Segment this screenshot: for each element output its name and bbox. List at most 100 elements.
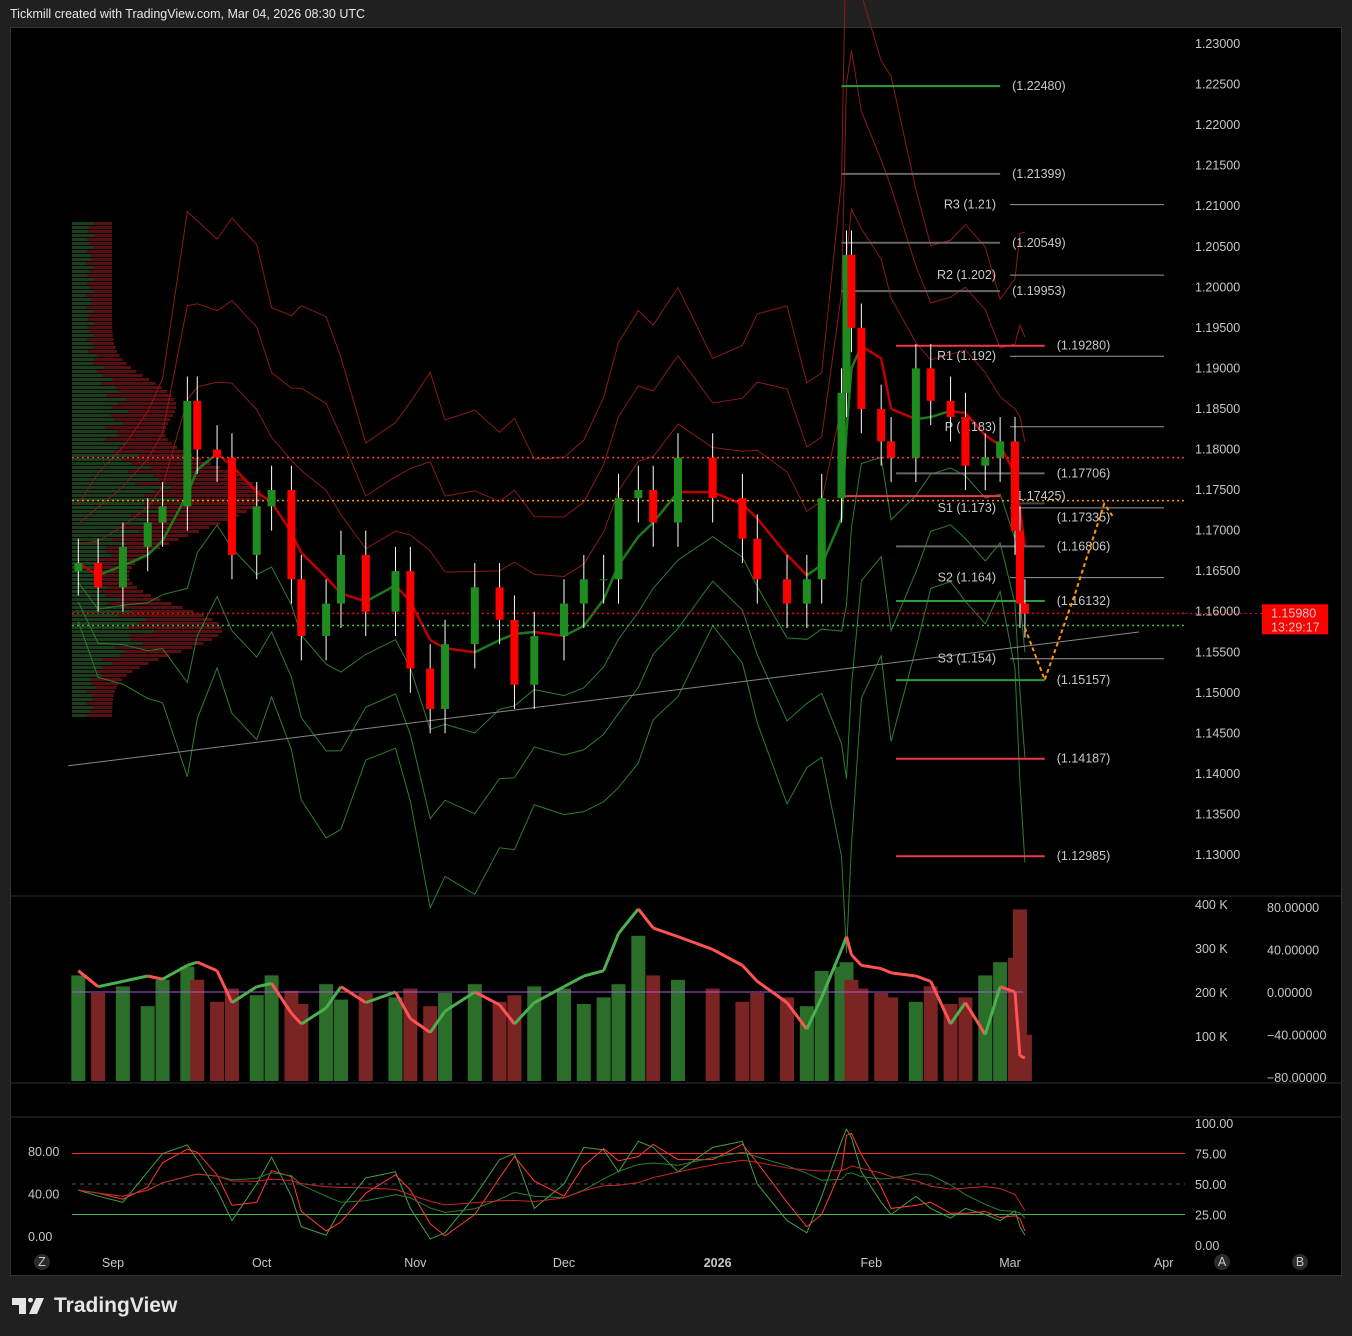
volume-bar [923, 986, 938, 1081]
volume-profile-bar-up [72, 278, 94, 281]
volume-profile-bar-down [120, 526, 210, 529]
volume-profile-bar-down [144, 494, 263, 497]
volume-bar [190, 979, 205, 1081]
volume-profile-bar-up [72, 550, 107, 553]
candle-body [287, 490, 296, 580]
volume-profile-bar-down [175, 498, 262, 501]
volume-profile-bar-down [93, 278, 113, 281]
candle-body [406, 571, 415, 669]
volume-bar [210, 1001, 225, 1081]
volume-profile-bar-down [118, 446, 178, 449]
candle-body [614, 498, 623, 580]
time-axis-label: 2026 [704, 1256, 732, 1270]
volume-profile-bar-up [72, 434, 119, 437]
volume-profile-bar-up [72, 422, 124, 425]
oscillator-segment [583, 969, 605, 978]
volume-profile-bar-up [72, 514, 132, 517]
stoch-d-line [78, 1132, 1026, 1237]
lower-band-line [77, 456, 1026, 734]
oscillator-segment [394, 991, 412, 1020]
volume-bar [507, 995, 522, 1081]
moving-average-segment [231, 464, 258, 493]
volume-profile-bar-up [72, 382, 102, 385]
button-z[interactable]: Z [34, 1254, 50, 1270]
volume-profile-bar-up [72, 538, 113, 541]
price-axis-label: 1.18500 [1195, 402, 1240, 416]
button-b[interactable]: B [1292, 1254, 1308, 1270]
volume-profile-bar-down [137, 622, 219, 625]
moving-average-segment [474, 638, 501, 654]
oscillator-segment [602, 932, 620, 972]
volume-profile-bar-up [72, 350, 88, 353]
level-label: (1.19280) [1057, 339, 1111, 353]
button-a[interactable]: A [1214, 1254, 1230, 1270]
volume-profile-bar-up [72, 650, 125, 653]
price-axis-label: 1.20500 [1195, 240, 1240, 254]
volume-profile-bar-down [91, 298, 113, 301]
volume-profile-bar-down [149, 506, 254, 509]
volume-bar [115, 986, 130, 1081]
volume-profile-bar-down [111, 406, 177, 409]
level-label: (1.22480) [1012, 79, 1066, 93]
candle-body [391, 571, 400, 612]
volume-profile-bar-down [124, 650, 182, 653]
volume-profile-bar-up [72, 698, 93, 701]
volume-profile-bar-up [72, 634, 130, 637]
candle-body [1020, 603, 1029, 614]
volume-profile-bar-down [89, 242, 112, 245]
oscillator-segment [498, 1003, 516, 1025]
volume-profile-bar-up [72, 302, 92, 305]
volume-profile-bar-down [89, 270, 113, 273]
volume-profile-bar-down [93, 222, 112, 225]
candle-body [981, 457, 990, 466]
volume-profile-bar-down [102, 658, 159, 661]
volume-profile-bar-up [72, 438, 106, 441]
volume-profile-bar-up [72, 610, 133, 613]
level-label: (1.19953) [1012, 284, 1066, 298]
volume-profile-bar-up [72, 418, 115, 421]
volume-profile-bar-up [72, 406, 112, 409]
projection-path [1023, 501, 1115, 683]
stoch-axis-label-right: 50.00 [1195, 1178, 1226, 1192]
volume-profile-bar-down [86, 294, 113, 297]
volume-profile-bar-up [72, 274, 88, 277]
upper-band-line [77, 50, 1026, 525]
stoch-axis-label-left: 40.00 [28, 1188, 59, 1202]
volume-profile-bar-up [72, 454, 139, 457]
volume-profile-bar-up [72, 630, 155, 633]
price-axis-label: 1.17500 [1195, 483, 1240, 497]
candle-body [267, 490, 276, 507]
volume-profile-bar-down [122, 458, 202, 461]
volume-profile-bar-down [155, 490, 261, 493]
volume-profile-bar-down [131, 638, 212, 641]
volume-profile-bar-up [72, 310, 94, 313]
level-label: (1.21399) [1012, 167, 1066, 181]
volume-profile-bar-down [91, 694, 114, 697]
candle-body [634, 490, 643, 499]
oscillator-segment [711, 948, 744, 967]
volume-profile-bar-down [145, 522, 220, 525]
volume-profile-bar-up [72, 430, 118, 433]
level-label: (1.14187) [1057, 752, 1111, 766]
volume-profile-bar-up [72, 426, 106, 429]
volume-profile-bar-down [87, 326, 113, 329]
stoch-k-line [78, 1127, 1026, 1240]
volume-profile-bar-up [72, 330, 90, 333]
volume-bar [943, 1004, 958, 1081]
volume-profile-bar-down [102, 374, 143, 377]
volume-profile-bar-down [125, 442, 172, 445]
volume-axis-label: 200 K [1195, 986, 1228, 1000]
volume-profile-bar-up [72, 666, 103, 669]
moving-average-segment [365, 584, 397, 603]
volume-profile-bar-up [72, 686, 97, 689]
volume-profile-bar-up [72, 250, 87, 253]
volume-bar [527, 986, 542, 1081]
volume-bar [576, 1004, 591, 1081]
candle-body [753, 538, 762, 580]
candle-body [336, 554, 345, 604]
volume-profile-bar-down [93, 234, 112, 237]
volume-bar [155, 979, 170, 1081]
price-badge [1262, 604, 1328, 635]
volume-profile-bar-up [72, 562, 103, 565]
